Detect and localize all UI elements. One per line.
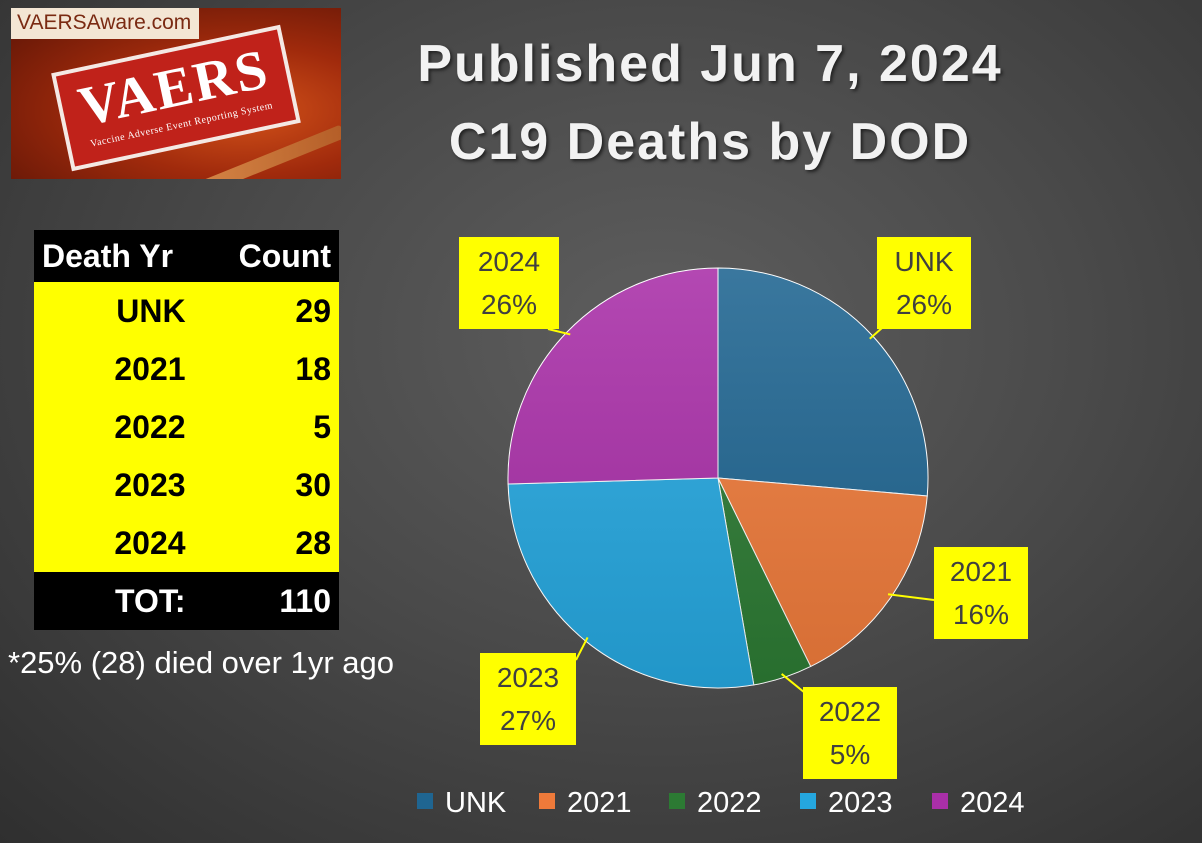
legend-label-unk: UNK (445, 787, 507, 819)
data-label-percent: 16% (952, 599, 1010, 630)
data-label-percent: 26% (895, 289, 953, 320)
data-label-category: 2022 (818, 696, 882, 727)
death-year-table: Death Yr Count UNK 29 2021 18 2022 5 202… (34, 230, 339, 630)
leader-line (575, 637, 589, 661)
data-label-2024: 2024 26% (459, 237, 559, 329)
leader-line (887, 593, 935, 601)
title-line-1: Published Jun 7, 2024 (417, 35, 1003, 93)
table-total-row: TOT: 110 (34, 572, 339, 630)
legend-swatch-2021 (539, 793, 555, 809)
table-row: 2021 18 (34, 340, 339, 398)
row-year: UNK (34, 282, 210, 340)
row-count: 30 (209, 456, 339, 514)
chart-legend: UNK 2021 2022 2023 2024 (417, 787, 1025, 819)
legend-label-2021: 2021 (567, 787, 632, 819)
data-label-category: 2023 (496, 662, 560, 693)
table-row: 2024 28 (34, 514, 339, 572)
row-year: 2023 (34, 456, 210, 514)
row-count: 28 (209, 514, 339, 572)
table-row: UNK 29 (34, 282, 339, 340)
data-label-percent: 5% (829, 739, 871, 770)
row-year: 2021 (34, 340, 210, 398)
row-count: 5 (209, 398, 339, 456)
data-label-category: 2024 (477, 246, 541, 277)
data-label-category: 2021 (949, 556, 1013, 587)
total-count: 110 (209, 572, 339, 630)
footnote: *25% (28) died over 1yr ago (8, 645, 395, 680)
data-label-2022: 2022 5% (803, 687, 897, 779)
header-count: Count (209, 230, 339, 282)
data-label-percent: 27% (499, 705, 557, 736)
legend-swatch-2024 (932, 793, 948, 809)
legend-swatch-2023 (800, 793, 816, 809)
total-label: TOT: (34, 572, 210, 630)
vaers-logo: VAERSAware.com VAERS Vaccine Adverse Eve… (11, 8, 341, 179)
header-death-yr: Death Yr (34, 230, 210, 282)
leader-line (869, 327, 883, 340)
data-label-2023: 2023 27% (480, 653, 576, 745)
data-label-category: UNK (894, 246, 954, 277)
row-count: 29 (209, 282, 339, 340)
leader-line (547, 328, 571, 336)
row-year: 2024 (34, 514, 210, 572)
data-label-percent: 26% (480, 289, 538, 320)
table-row: 2023 30 (34, 456, 339, 514)
legend-label-2022: 2022 (697, 787, 762, 819)
legend-label-2023: 2023 (828, 787, 893, 819)
table-header-row: Death Yr Count (34, 230, 339, 282)
logo-url-text: VAERSAware.com (11, 8, 200, 39)
row-year: 2022 (34, 398, 210, 456)
legend-swatch-2022 (669, 793, 685, 809)
legend-label-2024: 2024 (960, 787, 1025, 819)
title-line-2: C19 Deaths by DOD (448, 113, 972, 171)
data-label-unk: UNK 26% (877, 237, 971, 329)
legend-swatch-unk (417, 793, 433, 809)
data-label-2021: 2021 16% (934, 547, 1028, 639)
row-count: 18 (209, 340, 339, 398)
table-row: 2022 5 (34, 398, 339, 456)
